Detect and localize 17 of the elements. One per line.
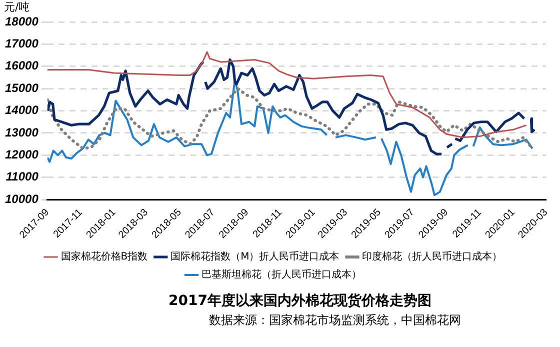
y-tick-label: 14000	[4, 103, 39, 118]
y-tick-label: 15000	[4, 80, 39, 95]
legend-label: 印度棉花（折人民币进口成本）	[362, 250, 502, 263]
y-tick-label: 16000	[4, 58, 39, 73]
legend-label: 国家棉花价格B指数	[60, 250, 148, 263]
y-tick-label: 12000	[4, 147, 39, 162]
y-tick-label: 10000	[4, 192, 39, 206]
legend-label: 巴基斯坦棉花（折人民币进口成本）	[202, 268, 362, 281]
legend-label: 国际棉花指数（M）折人民币进口成本	[170, 250, 340, 263]
y-tick-label: 18000	[4, 14, 39, 28]
text: 数据来源：国家棉花市场监测系统，中国棉花网	[208, 312, 462, 329]
y-tick-label: 11000	[6, 170, 39, 184]
y-tick-label: 17000	[4, 36, 39, 51]
line-series	[47, 87, 534, 150]
text: 2017年度以来国内外棉花现货价格走势图	[168, 292, 432, 310]
y-tick-label: 13000	[4, 125, 39, 140]
y-axis-title: 元/吨	[4, 0, 30, 14]
